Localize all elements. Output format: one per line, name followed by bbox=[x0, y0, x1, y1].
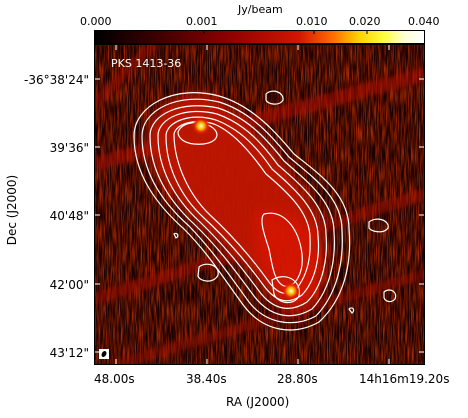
x-axis-title: RA (J2000) bbox=[226, 395, 290, 409]
y-tick-label: 39'36" bbox=[49, 141, 89, 155]
colorbar-tick-label: 0.040 bbox=[408, 15, 440, 28]
contour-lines bbox=[133, 90, 397, 331]
colorbar-unit: Jy/beam bbox=[238, 3, 283, 16]
x-tick-label: 28.80s bbox=[277, 372, 318, 386]
x-tick-label: 38.40s bbox=[186, 372, 227, 386]
radio-image-panel: PKS 1413-36 bbox=[94, 44, 425, 365]
y-axis-title: Dec (J2000) bbox=[5, 174, 19, 246]
colorbar-tick-label: 0.010 bbox=[296, 15, 328, 28]
colorbar bbox=[94, 30, 425, 44]
colorbar-tick-label: 0.000 bbox=[80, 15, 112, 28]
y-tick-label: 43'12" bbox=[49, 346, 89, 360]
source-label: PKS 1413-36 bbox=[111, 57, 182, 70]
x-tick-label: 48.00s bbox=[94, 372, 135, 386]
y-tick-label: -36°38'24" bbox=[24, 73, 89, 87]
northern-hotspot bbox=[192, 117, 210, 135]
y-tick-label: 42'00" bbox=[49, 278, 89, 292]
colorbar-tick-label: 0.020 bbox=[349, 15, 381, 28]
colorbar-tick-label: 0.001 bbox=[186, 15, 218, 28]
y-tick-label: 40'48" bbox=[49, 209, 89, 223]
x-tick-label: 14h16m19.20s bbox=[359, 372, 450, 386]
southern-hotspot bbox=[282, 282, 300, 300]
